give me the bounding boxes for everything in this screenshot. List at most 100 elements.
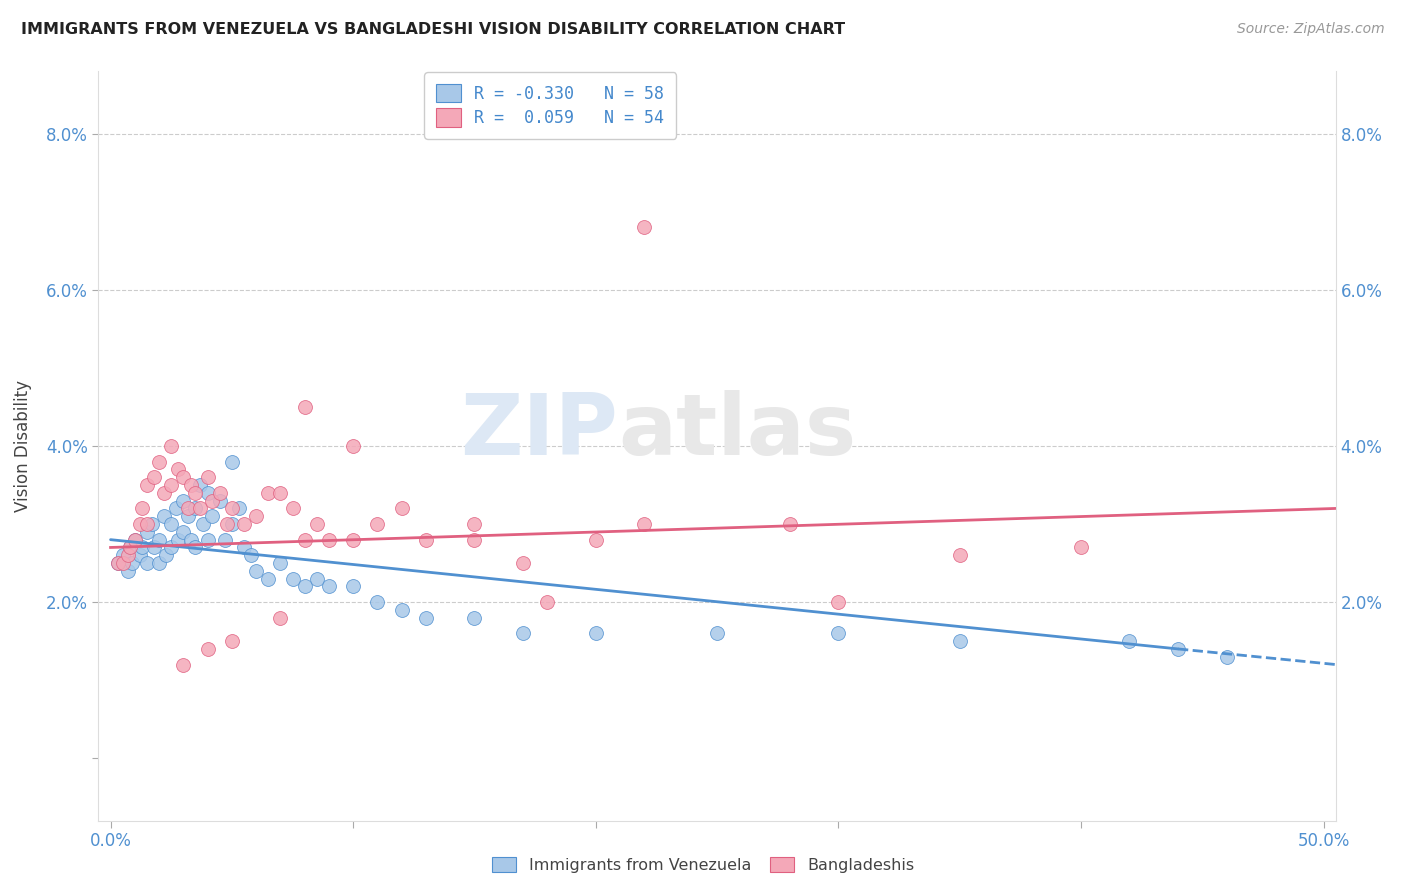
Point [221,501,243,516]
Point [197,533,219,547]
Point [221,455,243,469]
Point [633,220,655,235]
Point [463,611,485,625]
Point [143,541,166,555]
Point [1118,634,1140,648]
Point [342,439,364,453]
Point [118,541,141,555]
Point [128,548,150,563]
Point [208,485,231,500]
Text: atlas: atlas [619,390,856,473]
Point [197,485,219,500]
Point [318,580,340,594]
Point [706,626,728,640]
Point [160,517,183,532]
Point [184,541,207,555]
Point [585,533,607,547]
Point [172,524,194,539]
Point [124,533,146,547]
Point [167,533,190,547]
Point [536,595,558,609]
Point [633,517,655,532]
Point [172,493,194,508]
Point [153,509,176,524]
Text: IMMIGRANTS FROM VENEZUELA VS BANGLADESHI VISION DISABILITY CORRELATION CHART: IMMIGRANTS FROM VENEZUELA VS BANGLADESHI… [21,22,845,37]
Point [779,517,801,532]
Point [148,533,170,547]
Point [415,533,437,547]
Point [184,485,207,500]
Point [191,517,214,532]
Point [128,517,150,532]
Point [143,470,166,484]
Point [160,478,183,492]
Point [294,533,316,547]
Point [305,517,328,532]
Point [281,501,304,516]
Point [131,541,153,555]
Point [269,611,291,625]
Point [233,541,256,555]
Point [177,509,200,524]
Point [117,564,139,578]
Point [136,524,159,539]
Point [188,478,211,492]
Point [463,533,485,547]
Point [949,548,972,563]
Point [221,517,243,532]
Point [281,572,304,586]
Point [1215,649,1237,664]
Point [294,400,316,414]
Point [585,626,607,640]
Point [366,595,388,609]
Point [167,462,190,476]
Point [177,501,200,516]
Point [172,470,194,484]
Point [107,556,129,570]
Text: Source: ZipAtlas.com: Source: ZipAtlas.com [1237,22,1385,37]
Point [318,533,340,547]
Point [180,478,202,492]
Point [269,485,291,500]
Point [148,556,170,570]
Point [245,509,267,524]
Point [180,533,202,547]
Point [269,556,291,570]
Point [240,548,263,563]
Point [188,501,211,516]
Point [136,517,159,532]
Point [136,556,159,570]
Point [245,564,267,578]
Point [463,517,485,532]
Point [117,548,139,563]
Point [153,485,176,500]
Point [197,470,219,484]
Point [107,556,129,570]
Point [827,626,849,640]
Point [391,603,413,617]
Point [155,548,177,563]
Point [111,548,134,563]
Point [111,556,134,570]
Point [160,439,183,453]
Point [257,572,280,586]
Point [148,455,170,469]
Legend: Immigrants from Venezuela, Bangladeshis: Immigrants from Venezuela, Bangladeshis [485,851,921,880]
Point [184,501,207,516]
Point [305,572,328,586]
Point [208,493,231,508]
Point [228,501,250,516]
Point [949,634,972,648]
Point [214,533,236,547]
Point [1167,642,1189,657]
Point [233,517,256,532]
Point [1070,541,1092,555]
Text: ZIP: ZIP [460,390,619,473]
Point [141,517,163,532]
Point [342,533,364,547]
Legend: R = -0.330   N = 58, R =  0.059   N = 54: R = -0.330 N = 58, R = 0.059 N = 54 [425,72,676,138]
Point [294,580,316,594]
Point [197,642,219,657]
Y-axis label: Vision Disability: Vision Disability [14,380,32,512]
Point [201,509,224,524]
